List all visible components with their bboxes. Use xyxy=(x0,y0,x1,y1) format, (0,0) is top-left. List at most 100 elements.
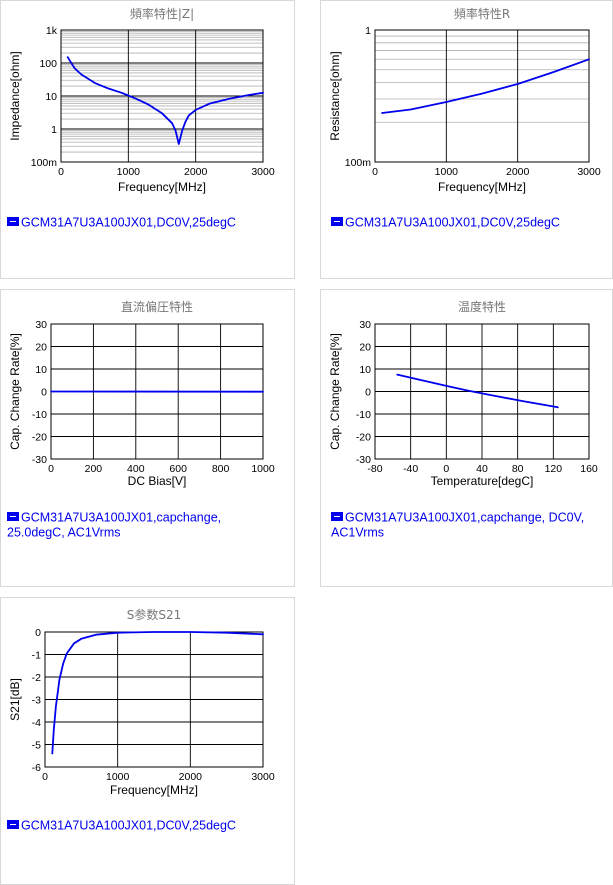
x-tick-label: 1000 xyxy=(251,463,275,475)
x-tick-label: 120 xyxy=(545,463,563,475)
y-tick-label: 1 xyxy=(365,25,371,37)
legend-text: GCM31A7U3A100JX01,capchange, DC0V, AC1Vr… xyxy=(331,510,585,540)
y-tick-label: 30 xyxy=(35,319,47,331)
series-line xyxy=(66,56,264,145)
series-line xyxy=(51,631,264,755)
x-tick-label: 0 xyxy=(372,166,378,178)
y-axis-label: S21[dB] xyxy=(8,678,22,721)
y-tick-label: 0 xyxy=(365,387,371,399)
x-tick-label: 1000 xyxy=(117,166,141,178)
y-tick-label: -2 xyxy=(32,672,41,684)
legend-text: GCM31A7U3A100JX01,DC0V,25degC xyxy=(21,215,236,230)
y-axis-label: Impedance[ohm] xyxy=(8,51,22,140)
chart-temperature: 温度特性 30 20 10 0 -10 -20 -30-80 -40 0 40 80 120 160 Tem… xyxy=(328,299,598,488)
chart-panel-dc-bias: 直流偏圧特性 30 20 10 0 -10 -20 -30 0 200 400 600 800 1000 D… xyxy=(0,289,295,587)
legend-temperature[interactable]: GCM31A7U3A100JX01,capchange, DC0V, AC1Vr… xyxy=(331,510,606,539)
y-axis-label: Cap. Change Rate[%] xyxy=(328,333,342,450)
x-tick-label: 3000 xyxy=(251,166,275,178)
y-tick-label: 10 xyxy=(359,364,371,376)
x-tick-label: 2000 xyxy=(506,166,530,178)
x-axis-label: Frequency[MHz] xyxy=(438,180,526,194)
legend-swatch xyxy=(7,217,19,227)
x-tick-label: 160 xyxy=(580,463,598,475)
x-tick-label: 0 xyxy=(443,463,449,475)
x-tick-label: 3000 xyxy=(577,166,601,178)
y-tick-label: -5 xyxy=(32,740,41,752)
x-tick-label: 400 xyxy=(127,463,145,475)
y-tick-label: -1 xyxy=(32,650,41,662)
x-tick-label: 800 xyxy=(212,463,230,475)
x-tick-label: 2000 xyxy=(179,771,203,783)
y-tick-label: 10 xyxy=(35,364,47,376)
y-tick-label: -6 xyxy=(32,762,41,774)
y-tick-label: -30 xyxy=(356,454,371,466)
y-tick-label: 0 xyxy=(35,627,41,639)
chart-title: S参数S21 xyxy=(127,607,182,622)
chart-panel-resistance: 頻率特性R 1 100m 0 1000 2000 3000 Frequency[MHz] Res… xyxy=(320,0,613,279)
legend-s21[interactable]: GCM31A7U3A100JX01,DC0V,25degC xyxy=(7,818,289,833)
legend-swatch xyxy=(7,512,19,522)
x-tick-label: 2000 xyxy=(184,166,208,178)
legend-swatch xyxy=(7,820,19,830)
y-tick-label: 20 xyxy=(35,342,47,354)
y-tick-label: -10 xyxy=(32,409,47,421)
y-tick-label: 10 xyxy=(45,91,57,103)
legend-text: GCM31A7U3A100JX01,DC0V,25degC xyxy=(21,818,236,833)
x-axis-label: Frequency[MHz] xyxy=(110,783,198,797)
y-tick-label: -3 xyxy=(32,695,41,707)
y-tick-label: 100 xyxy=(39,58,57,70)
x-tick-label: 1000 xyxy=(435,166,459,178)
x-tick-label: 0 xyxy=(42,771,48,783)
x-tick-label: 80 xyxy=(512,463,524,475)
y-tick-label: 1 xyxy=(51,124,57,136)
y-axis-label: Cap. Change Rate[%] xyxy=(8,333,22,450)
chart-title: 温度特性 xyxy=(458,299,506,314)
y-axis-label: Resistance[ohm] xyxy=(328,51,342,140)
x-tick-label: 3000 xyxy=(251,771,275,783)
x-tick-label: 40 xyxy=(476,463,488,475)
x-tick-label: -80 xyxy=(367,463,382,475)
y-tick-label: 100m xyxy=(31,157,58,169)
y-tick-label: -20 xyxy=(32,432,47,444)
chart-title: 直流偏圧特性 xyxy=(121,299,193,314)
y-tick-label: 30 xyxy=(359,319,371,331)
x-axis-label: Frequency[MHz] xyxy=(118,180,206,194)
y-tick-label: 100m xyxy=(345,157,372,169)
x-tick-label: 0 xyxy=(58,166,64,178)
plot-frame xyxy=(374,29,590,163)
series-line xyxy=(396,373,559,409)
x-tick-label: -40 xyxy=(403,463,418,475)
x-axis-label: Temperature[degC] xyxy=(431,474,534,488)
chart-title: 頻率特性R xyxy=(454,6,510,21)
legend-swatch xyxy=(331,217,343,227)
series-line xyxy=(381,58,590,114)
plot-frame xyxy=(374,323,590,460)
plot-frame xyxy=(60,29,264,163)
x-tick-label: 0 xyxy=(48,463,54,475)
chart-panel-s21: S参数S21 0 -1 -2 -3 -4 -5 -6 0 1000 2000 3000 Frequenc… xyxy=(0,597,295,885)
y-tick-label: -30 xyxy=(32,454,47,466)
x-axis-label: DC Bias[V] xyxy=(128,474,187,488)
chart-panel-impedance: 頻率特性|Z| 1k 100 10 1 100m 0 1000 2000 3000 Frequenc… xyxy=(0,0,295,279)
legend-text: GCM31A7U3A100JX01,DC0V,25degC xyxy=(345,215,560,230)
y-tick-label: -10 xyxy=(356,409,371,421)
legend-resistance[interactable]: GCM31A7U3A100JX01,DC0V,25degC xyxy=(331,215,613,230)
chart-title: 頻率特性|Z| xyxy=(130,6,194,21)
y-tick-label: 1k xyxy=(46,25,58,37)
y-tick-label: 0 xyxy=(41,387,47,399)
legend-impedance[interactable]: GCM31A7U3A100JX01,DC0V,25degC xyxy=(7,215,289,230)
legend-dc-bias[interactable]: GCM31A7U3A100JX01,capchange, 25.0degC, A… xyxy=(7,510,257,539)
x-tick-label: 200 xyxy=(85,463,103,475)
y-tick-label: -20 xyxy=(356,432,371,444)
legend-swatch xyxy=(331,512,343,522)
legend-text: GCM31A7U3A100JX01,capchange, 25.0degC, A… xyxy=(7,510,222,540)
y-tick-label: 20 xyxy=(359,342,371,354)
x-tick-label: 600 xyxy=(169,463,187,475)
x-tick-label: 1000 xyxy=(106,771,130,783)
y-tick-label: -4 xyxy=(32,717,41,729)
chart-panel-temperature: 温度特性 30 20 10 0 -10 -20 -30 -80 -40 0 40 80 120 160 Tem… xyxy=(320,289,613,587)
